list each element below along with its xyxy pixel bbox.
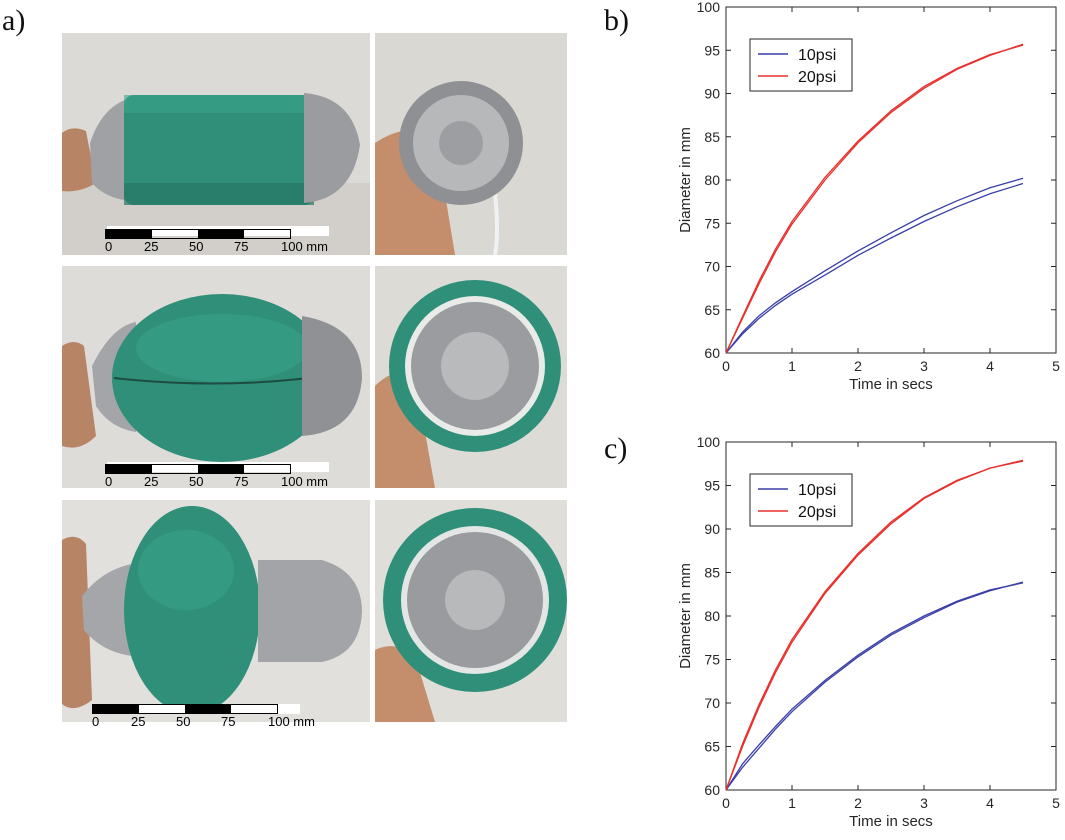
panel-label-b: b) <box>604 4 629 37</box>
x-tick-label: 3 <box>920 358 928 374</box>
scale-tick-0: 0 <box>105 474 113 489</box>
scale-tick-75: 75 <box>234 474 249 489</box>
photo-side-view-2 <box>62 266 370 488</box>
chart-b: 0 1 2 3 4 5 60 65 70 75 80 85 90 95 100 Time in secs Dia… <box>660 0 1060 400</box>
x-tick-label: 2 <box>854 795 862 811</box>
y-tick-label: 100 <box>697 0 721 15</box>
x-tick-label: 0 <box>722 795 730 811</box>
scale-tick-75: 75 <box>234 239 249 254</box>
scale-tick-50: 50 <box>189 239 204 254</box>
x-tick-label: 4 <box>986 358 994 374</box>
photo-end-view-2 <box>375 266 567 488</box>
scale-tick-50: 50 <box>176 714 191 729</box>
chart-c-svg: 0 1 2 3 4 5 60 65 70 75 80 85 90 95 100 Time in secs Dia… <box>677 434 1060 830</box>
series-line-20psi-3 <box>725 43 1024 354</box>
y-tick-label: 90 <box>704 86 720 102</box>
scale-tick-0: 0 <box>105 239 113 254</box>
scale-tick-25: 25 <box>131 714 146 729</box>
x-tick-label: 4 <box>986 795 994 811</box>
scale-tick-75: 75 <box>221 714 236 729</box>
legend-label-20psi: 20psi <box>798 69 836 86</box>
legend-label-10psi: 10psi <box>798 482 836 499</box>
y-tick-label: 70 <box>704 259 720 275</box>
scale-tick-0: 0 <box>92 714 100 729</box>
photo-end-view-3 <box>375 500 567 722</box>
y-tick-label: 80 <box>704 608 720 624</box>
x-tick-label: 1 <box>788 795 796 811</box>
x-axis-label: Time in secs <box>849 813 933 830</box>
panel-label-a: a) <box>2 4 26 37</box>
y-tick-label: 95 <box>704 478 720 494</box>
chart-b-svg: 0 1 2 3 4 5 60 65 70 75 80 85 90 95 100 Time in secs Dia… <box>677 0 1060 393</box>
x-tick-label: 5 <box>1052 795 1060 811</box>
legend-label-10psi: 10psi <box>798 47 836 64</box>
scale-tick-100: 100 mm <box>281 239 328 254</box>
y-tick-label: 80 <box>704 172 720 188</box>
legend-box <box>749 473 853 527</box>
y-tick-label: 65 <box>704 302 720 318</box>
y-tick-label: 70 <box>704 695 720 711</box>
y-tick-label: 75 <box>704 652 720 668</box>
y-tick-label: 90 <box>704 521 720 537</box>
y-tick-label: 65 <box>704 739 720 755</box>
y-tick-label: 60 <box>704 782 720 798</box>
scale-tick-100: 100 mm <box>268 714 315 729</box>
scale-tick-25: 25 <box>144 474 159 489</box>
y-tick-label: 95 <box>704 42 720 58</box>
x-tick-label: 2 <box>854 358 862 374</box>
y-axis-label: Diameter in mm <box>677 127 694 233</box>
photo-side-view-1 <box>62 33 370 255</box>
scale-tick-100: 100 mm <box>281 474 328 489</box>
legend-label-20psi: 20psi <box>798 504 836 521</box>
scale-tick-25: 25 <box>144 239 159 254</box>
photo-end-view-1 <box>375 33 567 255</box>
series-line-10psi-1 <box>725 581 1024 791</box>
series-line-20psi-2 <box>725 459 1024 791</box>
scale-tick-50: 50 <box>189 474 204 489</box>
series-line-10psi-1 <box>725 177 1024 354</box>
y-tick-label: 100 <box>697 434 721 450</box>
y-tick-label: 85 <box>704 565 720 581</box>
photo-side-view-3 <box>62 500 370 722</box>
panel-label-c: c) <box>604 432 628 465</box>
x-tick-label: 5 <box>1052 358 1060 374</box>
y-tick-label: 85 <box>704 129 720 145</box>
x-axis-label: Time in secs <box>849 376 933 393</box>
y-axis-label: Diameter in mm <box>677 563 694 669</box>
chart-c: 0 1 2 3 4 5 60 65 70 75 80 85 90 95 100 Time in secs Dia… <box>660 430 1060 835</box>
x-tick-label: 1 <box>788 358 796 374</box>
series-line-20psi-2 <box>725 44 1024 354</box>
series-line-20psi-3 <box>725 460 1024 791</box>
legend-box <box>749 38 853 92</box>
series-line-10psi-0 <box>725 582 1024 791</box>
x-tick-label: 0 <box>722 358 730 374</box>
x-tick-label: 3 <box>920 795 928 811</box>
series-line-10psi-0 <box>725 182 1024 354</box>
y-tick-label: 60 <box>704 345 720 361</box>
y-tick-label: 75 <box>704 215 720 231</box>
